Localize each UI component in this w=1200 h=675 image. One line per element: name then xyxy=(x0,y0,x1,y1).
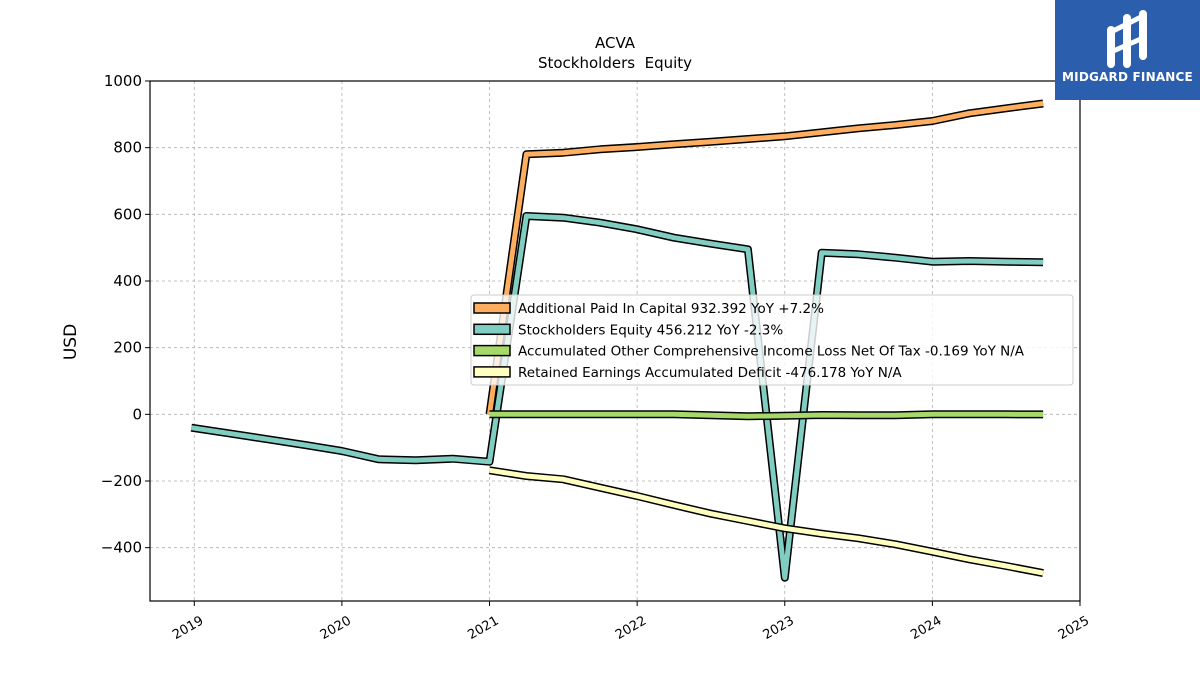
series-lines xyxy=(190,99,1044,582)
y-tick-label: 800 xyxy=(113,139,142,157)
series-line-additional-paid-in-capital xyxy=(487,101,1044,415)
midgard-finance-logo-icon xyxy=(1107,10,1147,68)
plot-frame xyxy=(149,80,1081,602)
y-tick-label: 400 xyxy=(113,272,142,290)
series-outline-stockholders-equity xyxy=(190,212,1044,582)
y-tick-label: 0 xyxy=(132,405,142,423)
y-tick-label: 200 xyxy=(113,339,142,357)
legend: Additional Paid In Capital 932.392 YoY +… xyxy=(470,294,1074,386)
legend-box xyxy=(470,294,1074,386)
legend-label: Additional Paid In Capital 932.392 YoY +… xyxy=(518,301,824,317)
x-tick-label: 2024 xyxy=(908,613,944,643)
x-tick-label: 2023 xyxy=(761,613,797,643)
midgard-finance-logo: MIDGARD FINANCE xyxy=(1055,0,1200,100)
series-line-stockholders-equity xyxy=(190,213,1044,581)
legend-label: Retained Earnings Accumulated Deficit -4… xyxy=(518,365,902,381)
x-tick-label: 2022 xyxy=(613,613,649,643)
legend-label: Accumulated Other Comprehensive Income L… xyxy=(518,344,1025,360)
y-axis-label: USD xyxy=(61,324,81,360)
series-line-accumulated-other-comprehensive-income-loss-net-of-tax xyxy=(489,411,1044,419)
y-tick-label: 1000 xyxy=(104,72,142,90)
logo-text: MIDGARD FINANCE xyxy=(1062,70,1193,84)
legend-swatch xyxy=(473,344,511,357)
legend-swatch xyxy=(473,323,511,336)
legend-swatch xyxy=(473,302,511,314)
y-tick-label: −400 xyxy=(101,539,142,557)
x-tick-label: 2020 xyxy=(318,613,354,643)
x-tick-label: 2019 xyxy=(170,613,206,643)
y-tick-label: 600 xyxy=(113,205,142,223)
y-tick-label: −200 xyxy=(101,472,142,490)
x-tick-label: 2025 xyxy=(1056,613,1092,643)
chart-title: ACVA xyxy=(595,34,636,52)
legend-swatch xyxy=(473,366,511,378)
chart-subtitle: Stockholders Equity xyxy=(538,54,692,72)
series-line-retained-earnings-accumulated-deficit xyxy=(489,467,1044,576)
x-tick-label: 2021 xyxy=(465,613,501,643)
legend-label: Stockholders Equity 456.212 YoY -2.3% xyxy=(518,322,783,338)
